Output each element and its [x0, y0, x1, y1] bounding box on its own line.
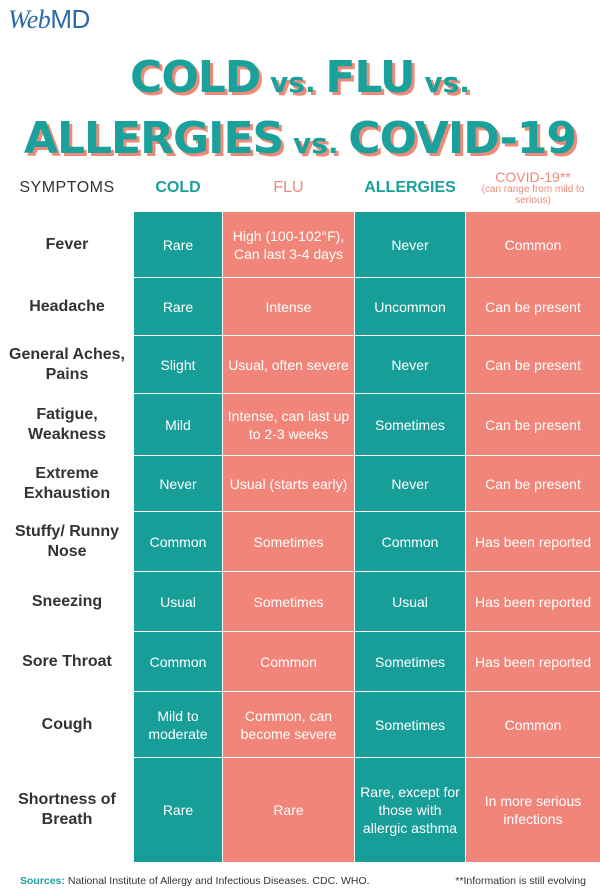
flu-cell: High (100-102°F), Can last 3-4 days	[222, 211, 355, 278]
table-row: General Aches, Pains Slight Usual, often s…	[0, 335, 600, 394]
header-flu: FLU	[222, 163, 355, 212]
header-covid-note: (can range from mild to serious)	[481, 183, 585, 206]
allergies-cell: Uncommon	[354, 277, 466, 336]
flu-cell: Intense	[222, 277, 355, 336]
covid-cell: Can be present	[465, 455, 600, 512]
table-row: Fever Rare High (100-102°F), Can last 3-4 …	[0, 211, 600, 278]
table-row: Headache Rare Intense Uncommon Can be presen…	[0, 277, 600, 336]
logo-prefix: Web	[8, 5, 51, 34]
flu-cell: Usual (starts early)	[222, 455, 355, 512]
table-row: Fatigue, Weakness Mild Intense, can last u…	[0, 393, 600, 456]
cold-cell: Rare	[133, 211, 223, 278]
covid-cell: Can be present	[465, 335, 600, 394]
allergies-cell: Common	[354, 511, 466, 572]
allergies-cell: Never	[354, 335, 466, 394]
table-body: Fever Rare High (100-102°F), Can last 3-4 …	[0, 211, 600, 863]
header-covid: COVID-19** (can range from mild to serio…	[465, 163, 600, 212]
symptom-name: Sore Throat	[0, 631, 134, 692]
page-title: COLD vs. FLU vs. ALLERGIES vs. COVID-19	[0, 52, 600, 174]
covid-cell: Common	[465, 211, 600, 278]
covid-cell: Has been reported	[465, 511, 600, 572]
allergies-cell: Sometimes	[354, 393, 466, 456]
title-line2-part: COVID-19	[348, 113, 577, 164]
symptom-name: Fever	[0, 211, 134, 278]
covid-cell: Has been reported	[465, 631, 600, 692]
cold-cell: Common	[133, 631, 223, 692]
covid-cell: Common	[465, 691, 600, 758]
symptom-name: General Aches, Pains	[0, 335, 134, 394]
symptoms-table: SYMPTOMS COLD FLU ALLERGIES COVID-19** (…	[0, 163, 600, 863]
header-allergies: ALLERGIES	[354, 163, 466, 212]
webmd-logo[interactable]: WebMD	[8, 4, 90, 35]
header-covid-label: COVID-19**	[495, 168, 571, 185]
cold-cell: Common	[133, 511, 223, 572]
title-line1-part: vs.	[414, 66, 470, 99]
logo-suffix: MD	[50, 4, 90, 34]
flu-cell: Sometimes	[222, 511, 355, 572]
symptom-name: Headache	[0, 277, 134, 336]
symptom-name: Shortness of Breath	[0, 757, 134, 863]
cold-cell: Rare	[133, 757, 223, 863]
allergies-cell: Sometimes	[354, 691, 466, 758]
flu-cell: Rare	[222, 757, 355, 863]
cold-cell: Usual	[133, 571, 223, 632]
covid-cell: Has been reported	[465, 571, 600, 632]
symptom-name: Extreme Exhaustion	[0, 455, 134, 512]
cold-cell: Slight	[133, 335, 223, 394]
symptom-name: Stuffy/ Runny Nose	[0, 511, 134, 572]
symptom-name: Fatigue, Weakness	[0, 393, 134, 456]
sources: Sources: National Institute of Allergy a…	[20, 867, 370, 895]
cold-cell: Never	[133, 455, 223, 512]
sources-label: Sources:	[20, 875, 65, 887]
allergies-cell: Sometimes	[354, 631, 466, 692]
table-row: Sore Throat Common Common Sometimes Has been…	[0, 631, 600, 692]
flu-cell: Common, can become severe	[222, 691, 355, 758]
title-line-2: ALLERGIES vs. COVID-19	[0, 113, 600, 174]
footer: Sources: National Institute of Allergy a…	[0, 867, 600, 895]
title-line2-part: vs.	[283, 127, 349, 160]
table-row: Extreme Exhaustion Never Usual (starts ear…	[0, 455, 600, 512]
cold-cell: Mild to moderate	[133, 691, 223, 758]
evolving-note: **Information is still evolving	[455, 875, 586, 887]
allergies-cell: Usual	[354, 571, 466, 632]
title-line-1: COLD vs. FLU vs.	[0, 52, 600, 113]
table-row: Cough Mild to moderate Common, can become …	[0, 691, 600, 758]
title-line1-part: FLU	[325, 52, 415, 103]
flu-cell: Common	[222, 631, 355, 692]
cold-cell: Mild	[133, 393, 223, 456]
table-row: Shortness of Breath Rare Rare Rare, except …	[0, 757, 600, 863]
sources-text: National Institute of Allergy and Infect…	[64, 875, 370, 887]
allergies-cell: Never	[354, 211, 466, 278]
title-line1-part: COLD	[130, 52, 261, 103]
flu-cell: Intense, can last up to 2-3 weeks	[222, 393, 355, 456]
header-symptoms: SYMPTOMS	[0, 163, 134, 212]
table-row: Sneezing Usual Sometimes Usual Has been repo…	[0, 571, 600, 632]
cold-cell: Rare	[133, 277, 223, 336]
flu-cell: Sometimes	[222, 571, 355, 632]
covid-cell: Can be present	[465, 277, 600, 336]
title-line1-part: vs.	[260, 66, 326, 99]
covid-cell: In more serious infections	[465, 757, 600, 863]
table-row: Stuffy/ Runny Nose Common Sometimes Common H…	[0, 511, 600, 572]
title-line2-part: ALLERGIES	[23, 113, 284, 164]
symptom-name: Cough	[0, 691, 134, 758]
header-cold: COLD	[133, 163, 223, 212]
allergies-cell: Never	[354, 455, 466, 512]
flu-cell: Usual, often severe	[222, 335, 355, 394]
table-header-row: SYMPTOMS COLD FLU ALLERGIES COVID-19** (…	[0, 163, 600, 212]
covid-cell: Can be present	[465, 393, 600, 456]
allergies-cell: Rare, except for those with allergic ast…	[354, 757, 466, 863]
symptom-name: Sneezing	[0, 571, 134, 632]
